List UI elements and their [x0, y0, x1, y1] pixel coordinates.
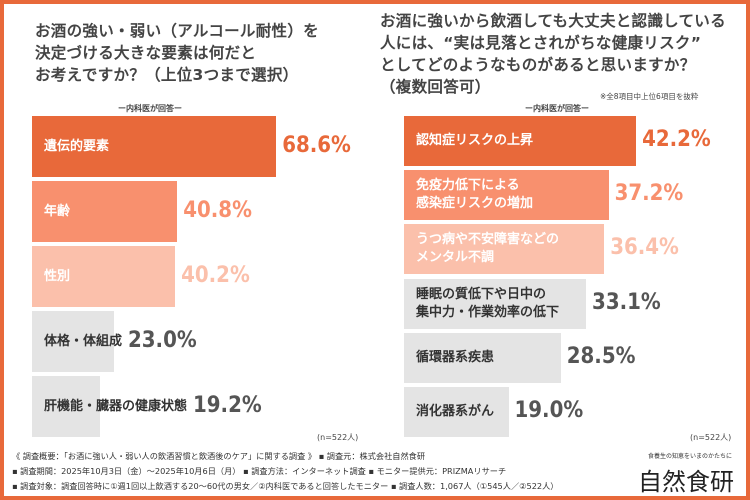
left-n: (n=522人) — [317, 433, 359, 442]
logo-tagline: 食養生の知恵をいまのかたちに — [647, 453, 732, 460]
bar-value: 40.2% — [181, 262, 250, 288]
bar: 年齢 — [32, 181, 178, 242]
bar: 性別 — [32, 246, 176, 307]
bar-value: 19.2% — [193, 392, 262, 418]
bar-label: 睡眠の質低下や日中の 集中力・作業効率の低下 — [416, 286, 560, 320]
bar-fill — [32, 246, 176, 307]
bar-fill — [404, 116, 637, 166]
bar-label: 年齢 — [44, 203, 71, 219]
bar-value: 68.6% — [282, 132, 351, 158]
bar-label: うつ病や不安障害などの メンタル不調 — [416, 232, 560, 266]
bar-label: 性別 — [44, 268, 71, 284]
bar-label: 循環器系疾患 — [416, 349, 495, 365]
bar-label: 体格・体組成 — [44, 333, 123, 349]
bar-value: 23.0% — [128, 327, 197, 353]
bar-fill — [404, 278, 587, 329]
right-chart-subtitle: ー内科医が回答ー — [525, 104, 589, 113]
bar-fill — [404, 170, 609, 221]
bar-label: 消化器系がん — [416, 404, 495, 419]
footer-line-2: ▪ 調査期間：2025年10月3日（金）〜2025年10月6日（月） ▪ 調査方… — [12, 466, 507, 476]
bar-value: 19.0% — [514, 398, 584, 423]
bar-fill — [32, 311, 114, 372]
bar-label: 免疫力低下による 感染症リスクの増加 — [416, 178, 534, 212]
bar-value: 33.1% — [592, 289, 661, 315]
bar-fill — [32, 116, 277, 177]
bar: 肝機能・臓器の健康状態 — [32, 376, 187, 437]
left-chart-title: お酒の強い・弱い（アルコール耐性）を 決定づける大きな要素は何だと お考えですか… — [35, 22, 319, 84]
bar-label: 認知症リスクの上昇 — [416, 133, 534, 148]
bar-value: 42.2% — [642, 127, 711, 152]
footer-line-1: 《 調査概要：「お酒に強い人・弱い人の飲酒習慣と飲酒後のケア」に関する調査 》 … — [12, 451, 426, 461]
bar-value: 28.5% — [566, 343, 636, 369]
bar: 循環器系疾患 — [404, 332, 561, 383]
bar: 消化器系がん — [404, 387, 509, 437]
bar: 睡眠の質低下や日中の 集中力・作業効率の低下 — [404, 278, 587, 329]
bar-label: 遺伝的要素 — [44, 138, 110, 154]
bar-fill — [404, 332, 561, 383]
bar-fill — [404, 224, 605, 275]
bar-fill — [32, 376, 101, 437]
bar-fill — [32, 181, 178, 242]
right-chart-note: ※全8項目中上位6項目を抜粋 — [600, 92, 699, 101]
bar: 認知症リスクの上昇 — [404, 116, 637, 166]
survey-footer: 《 調査概要：「お酒に強い人・弱い人の飲酒習慣と飲酒後のケア」に関する調査 》 … — [12, 449, 559, 494]
bar: 遺伝的要素 — [32, 116, 277, 177]
bar-fill — [404, 387, 509, 437]
bar: 免疫力低下による 感染症リスクの増加 — [404, 170, 609, 221]
bar-label: 肝機能・臓器の健康状態 — [44, 398, 188, 414]
bar-value: 37.2% — [614, 181, 684, 207]
left-chart-subtitle: ー内科医が回答ー — [118, 104, 182, 113]
bar: うつ病や不安障害などの メンタル不調 — [404, 224, 605, 275]
right-chart-title: お酒に強いから飲酒しても大丈夫と認識している 人には、“実は見落とされがちな健康… — [380, 12, 726, 96]
right-n: (n=522人) — [690, 433, 732, 442]
logo: 自然食研 — [638, 468, 734, 496]
bar: 体格・体組成 — [32, 311, 122, 372]
bar-value: 36.4% — [610, 235, 679, 261]
bar-value: 40.8% — [183, 197, 252, 223]
footer-line-3: ▪ 調査対象：調査回答時に①週1回以上飲酒する20〜60代の男女／②内科医である… — [12, 481, 559, 491]
